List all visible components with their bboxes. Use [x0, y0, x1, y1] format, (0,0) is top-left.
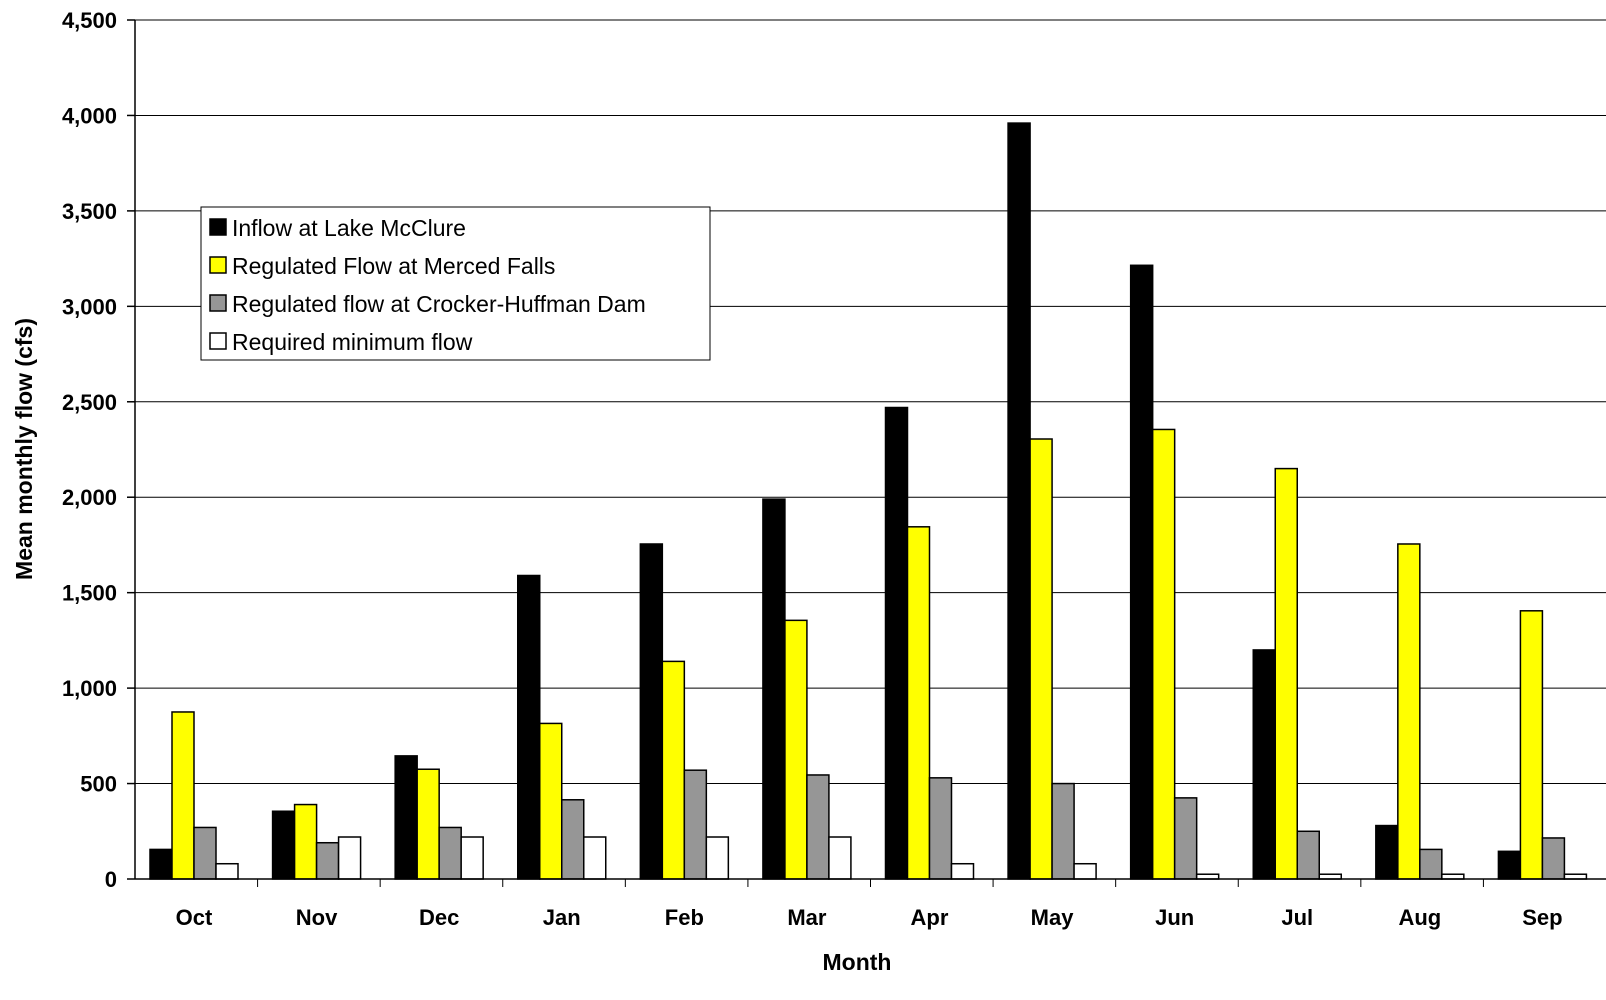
bar-jun-series-2 — [1151, 428, 1176, 880]
x-tick-label: Feb — [665, 905, 704, 930]
bar-sep-series-3 — [1541, 837, 1566, 880]
legend-box — [200, 206, 711, 361]
x-tick-label: Dec — [419, 905, 459, 930]
legend-swatch — [209, 294, 227, 312]
bar-jan-series-4 — [583, 836, 607, 880]
bar-apr-series-4 — [950, 862, 975, 880]
y-tick-label: 4,000 — [62, 103, 117, 128]
x-tick-label: Apr — [911, 905, 949, 930]
bar-dec-series-4 — [460, 836, 484, 880]
bar-feb-series-1 — [639, 543, 664, 880]
x-axis-title: Month — [823, 949, 892, 975]
bar-feb-series-4 — [705, 836, 730, 880]
y-tick-label: 4,500 — [62, 8, 117, 33]
bar-jun-series-3 — [1173, 797, 1198, 880]
y-tick-label: 1,000 — [62, 676, 117, 701]
bar-oct-series-3 — [193, 826, 217, 880]
bar-nov-series-1 — [271, 810, 296, 880]
y-axis-title: Mean monthly flow (cfs) — [11, 318, 37, 580]
x-tick-label: Sep — [1522, 905, 1562, 930]
y-tick-label: 2,000 — [62, 485, 117, 510]
legend-swatch — [209, 218, 227, 236]
bar-nov-series-4 — [337, 836, 362, 880]
y-tick-label: 3,500 — [62, 199, 117, 224]
bar-jan-series-1 — [517, 574, 541, 880]
bar-dec-series-2 — [416, 768, 440, 880]
y-tick-label: 0 — [105, 867, 117, 892]
bar-nov-series-2 — [293, 803, 318, 880]
legend-swatch — [209, 256, 227, 274]
bar-apr-series-3 — [928, 777, 953, 880]
bars — [149, 122, 1588, 880]
legend: Inflow at Lake McClure Regulated Flow at … — [200, 206, 711, 361]
bar-apr-series-1 — [884, 406, 909, 880]
y-tick-labels: 0 500 1,000 1,500 2,000 2,500 3,000 3,500 4,000 4… — [62, 8, 117, 892]
legend-swatch — [209, 332, 227, 350]
legend-label: Regulated flow at Crocker-Huffman Dam — [232, 291, 646, 317]
bar-jan-series-3 — [561, 799, 585, 880]
bar-may-series-1 — [1007, 122, 1031, 880]
bar-mar-series-4 — [828, 836, 852, 880]
bar-mar-series-1 — [762, 498, 786, 880]
y-tick-label: 3,000 — [62, 294, 117, 319]
bar-sep-series-1 — [1497, 850, 1522, 880]
x-tick-label: Jun — [1155, 905, 1194, 930]
gridlines — [135, 19, 1606, 785]
bar-jul-series-2 — [1274, 467, 1298, 880]
bar-mar-series-3 — [806, 774, 830, 880]
bar-aug-series-3 — [1419, 848, 1443, 880]
bar-may-series-3 — [1051, 782, 1075, 880]
bar-feb-series-2 — [661, 660, 686, 880]
y-tick-label: 2,500 — [62, 390, 117, 415]
x-tick-label: May — [1031, 905, 1075, 930]
bar-mar-series-2 — [784, 619, 808, 880]
bar-may-series-4 — [1073, 862, 1097, 880]
bar-oct-series-4 — [215, 862, 239, 880]
bar-aug-series-2 — [1397, 543, 1421, 880]
bar-dec-series-1 — [394, 755, 418, 880]
x-tick-label: Nov — [296, 905, 338, 930]
bar-jul-series-1 — [1252, 649, 1276, 880]
x-tick-label: Aug — [1398, 905, 1441, 930]
axes — [127, 19, 1606, 887]
bar-apr-series-2 — [906, 526, 931, 880]
y-tick-label: 1,500 — [62, 581, 117, 606]
bar-feb-series-3 — [683, 769, 708, 880]
bar-jan-series-2 — [539, 722, 563, 880]
x-tick-label: Jul — [1281, 905, 1313, 930]
bar-nov-series-3 — [315, 841, 340, 880]
bar-oct-series-1 — [149, 848, 173, 880]
bar-sep-series-2 — [1519, 610, 1544, 880]
bar-aug-series-1 — [1375, 824, 1399, 880]
x-tick-label: Mar — [787, 905, 827, 930]
bar-jun-series-1 — [1129, 264, 1154, 880]
legend-label: Inflow at Lake McClure — [232, 215, 466, 241]
bar-may-series-2 — [1029, 438, 1053, 880]
legend-label: Regulated Flow at Merced Falls — [232, 253, 555, 279]
legend-label: Required minimum flow — [232, 329, 473, 355]
bar-jul-series-3 — [1296, 830, 1320, 880]
y-tick-label: 500 — [80, 772, 117, 797]
x-tick-label: Jan — [543, 905, 581, 930]
x-tick-label: Oct — [176, 905, 213, 930]
bar-dec-series-3 — [438, 826, 462, 880]
bar-oct-series-2 — [171, 711, 195, 880]
x-tick-labels: Oct Nov Dec Jan Feb Mar Apr May Jun Jul Aug Sep — [176, 905, 1563, 930]
